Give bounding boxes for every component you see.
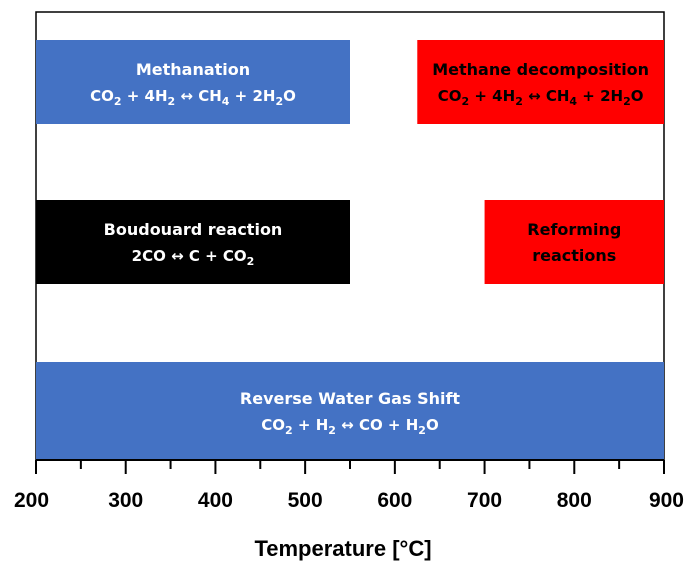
range-bar-equation: CO2 + H2 ↔ CO + H2O [261,416,438,437]
equation-subscript: 2 [418,424,426,437]
equation-subscript: 2 [462,95,470,108]
equation-subscript: 2 [114,95,122,108]
range-bar-2: Boudouard reaction 2CO ↔ C + CO2 [36,200,350,284]
equation-subscript: 2 [247,255,255,268]
range-bar-3: Reforming reactions [484,200,664,284]
equation-text: O [631,87,644,105]
range-bar-rect [484,200,664,284]
range-bar-rect [417,40,664,124]
x-tick-label: 200 [14,489,49,512]
equation-text: CO [438,87,462,105]
equation-text: ↔ CH [175,87,222,105]
equation-subscript: 2 [623,95,631,108]
equation-text: O [426,416,439,434]
range-bar-title: Methanation [136,60,250,79]
equation-subscript: 4 [222,95,230,108]
x-tick-label: 900 [649,489,684,512]
range-bar-rect [36,200,350,284]
range-bar-equation: 2CO ↔ C + CO2 [132,247,255,268]
equation-text: ↔ CO + H [336,416,418,434]
range-bar-title: Reforming [527,220,621,239]
range-bar-equation: CO2 + 4H2 ↔ CH4 + 2H2O [438,87,644,108]
equation-text: O [283,87,296,105]
equation-text: 2CO ↔ C + CO [132,247,247,265]
equation-subscript: 2 [285,424,293,437]
range-bar-title: Boudouard reaction [104,220,283,239]
equation-text: ↔ CH [523,87,570,105]
equation-subscript: 2 [275,95,283,108]
range-bar-equation: CO2 + 4H2 ↔ CH4 + 2H2O [90,87,296,108]
range-bar-title-line2: reactions [532,246,616,265]
x-tick-label: 500 [288,489,323,512]
equation-subscript: 2 [515,95,523,108]
equation-text: + 2H [229,87,275,105]
equation-subscript: 2 [328,424,336,437]
range-bar-title: Methane decomposition [432,60,649,79]
range-bar-title: Reverse Water Gas Shift [240,389,461,408]
x-tick-label: 600 [377,489,412,512]
equation-text: + H [293,416,329,434]
range-bar-rect [36,362,664,460]
equation-text: + 4H [469,87,515,105]
range-bar-rect [36,40,350,124]
x-tick-label: 300 [108,489,143,512]
equation-text: CO [261,416,285,434]
x-axis-title: Temperature [°C] [254,536,431,561]
equation-text: + 2H [577,87,623,105]
x-tick-label: 800 [557,489,592,512]
x-tick-label: 700 [467,489,502,512]
equation-subscript: 4 [569,95,577,108]
equation-text: + 4H [122,87,168,105]
equation-subscript: 2 [168,95,176,108]
x-tick-label: 400 [198,489,233,512]
x-axis-ticks: 200 300 400 500 600 700 800 900 [14,460,684,512]
equation-text: CO [90,87,114,105]
